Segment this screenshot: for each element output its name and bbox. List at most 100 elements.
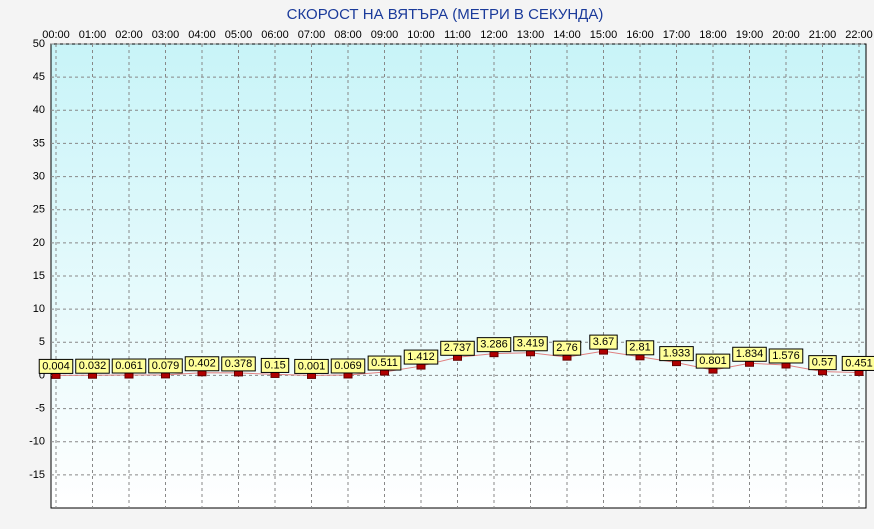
value-label: 0.402 — [188, 358, 216, 370]
value-label: 0.069 — [334, 360, 362, 372]
x-tick-label: 12:00 — [480, 29, 508, 41]
value-label-group: 0.061 — [111, 358, 147, 374]
marker — [745, 360, 754, 367]
value-label: 1.576 — [772, 350, 800, 362]
y-tick-label: 20 — [33, 237, 45, 249]
value-label-group: 2.81 — [625, 340, 655, 356]
y-tick-label: 25 — [33, 204, 45, 216]
y-tick-label: 5 — [39, 336, 45, 348]
value-label-box — [367, 355, 402, 371]
value-label: 0.57 — [812, 357, 833, 369]
value-label-group: 3.419 — [513, 336, 548, 352]
value-label-box — [841, 355, 874, 371]
marker — [88, 372, 97, 379]
value-label-group: 1.834 — [732, 346, 767, 362]
value-label-box — [330, 358, 366, 374]
marker — [343, 372, 353, 379]
value-label-box — [111, 358, 147, 374]
marker — [708, 367, 718, 374]
value-label-box — [294, 358, 329, 374]
chart-title: СКОРОСТ НА ВЯТЪРА (МЕТРИ В СЕКУНДА) — [287, 6, 604, 23]
marker — [51, 372, 61, 379]
value-label-group: 0.451 — [841, 355, 874, 371]
x-tick-label: 07:00 — [298, 29, 326, 41]
value-label: 0.451 — [845, 357, 873, 369]
value-label-box — [808, 355, 837, 371]
value-label-group: 0.032 — [75, 358, 110, 374]
marker — [818, 369, 827, 376]
x-tick-label: 18:00 — [699, 29, 727, 41]
value-label: 0.511 — [371, 357, 398, 369]
value-label-group: 0.079 — [148, 358, 183, 374]
x-tick-label: 11:00 — [444, 29, 471, 41]
value-label-box — [184, 356, 220, 372]
marker — [270, 371, 280, 378]
value-label-box — [38, 358, 74, 374]
x-tick-label: 22:00 — [845, 29, 873, 41]
value-label-group: 3.286 — [476, 337, 512, 353]
marker — [380, 369, 389, 376]
marker — [854, 369, 864, 376]
value-label: 2.81 — [629, 342, 650, 354]
value-label: 3.67 — [593, 336, 614, 348]
x-tick-label: 13:00 — [517, 29, 545, 41]
value-label: 0.15 — [264, 359, 285, 371]
value-label-group: 0.57 — [808, 355, 837, 371]
value-label-box — [221, 356, 256, 372]
value-label: 3.419 — [517, 338, 545, 350]
value-label: 1.412 — [407, 351, 435, 363]
marker — [781, 362, 791, 369]
value-label: 0.079 — [152, 360, 180, 372]
y-tick-label: 40 — [33, 104, 45, 116]
value-label-group: 0.378 — [221, 356, 256, 372]
value-label-group: 1.576 — [768, 348, 804, 364]
value-label-group: 2.737 — [440, 340, 475, 356]
value-label: 1.834 — [736, 348, 764, 360]
x-tick-label: 08:00 — [334, 29, 362, 41]
y-tick-label: 35 — [33, 137, 45, 149]
x-tick-label: 15:00 — [590, 29, 618, 41]
y-tick-label: 0 — [39, 369, 45, 381]
marker — [489, 351, 499, 358]
x-tick-label: 06:00 — [261, 29, 289, 41]
value-label: 0.004 — [42, 360, 70, 372]
y-tick-label: -15 — [29, 469, 45, 481]
x-tick-label: 02:00 — [115, 29, 143, 41]
x-tick-label: 03:00 — [152, 29, 180, 41]
value-label-box — [513, 336, 548, 352]
y-tick-label: 30 — [33, 170, 45, 182]
value-label: 0.378 — [225, 358, 253, 370]
marker — [161, 372, 170, 379]
value-label-box — [552, 340, 582, 356]
marker — [234, 370, 243, 377]
value-label-group: 0.001 — [294, 358, 329, 374]
marker — [416, 363, 426, 370]
value-label: 2.737 — [444, 342, 472, 354]
value-label-box — [440, 340, 475, 356]
y-tick-label: -10 — [29, 436, 45, 448]
value-label-group: 2.76 — [552, 340, 582, 356]
value-label-group: 3.67 — [589, 334, 618, 350]
value-label: 3.286 — [480, 339, 508, 351]
value-label-box — [732, 346, 767, 362]
x-tick-label: 19:00 — [736, 29, 764, 41]
x-tick-label: 00:00 — [42, 29, 70, 41]
value-label-group: 1.412 — [403, 349, 439, 365]
value-label-box — [148, 358, 183, 374]
x-tick-label: 05:00 — [225, 29, 253, 41]
value-label-group: 1.933 — [659, 346, 694, 362]
value-label: 0.001 — [298, 360, 326, 372]
marker — [599, 348, 608, 355]
marker — [672, 360, 681, 367]
x-tick-label: 21:00 — [809, 29, 837, 41]
x-tick-label: 17:00 — [663, 29, 691, 41]
y-tick-label: 10 — [33, 303, 45, 315]
value-label-box — [75, 358, 110, 374]
x-tick-label: 16:00 — [626, 29, 654, 41]
marker — [307, 372, 316, 379]
marker — [635, 354, 645, 361]
marker — [124, 372, 134, 379]
y-tick-label: 15 — [33, 270, 45, 282]
value-label-box — [625, 340, 655, 356]
